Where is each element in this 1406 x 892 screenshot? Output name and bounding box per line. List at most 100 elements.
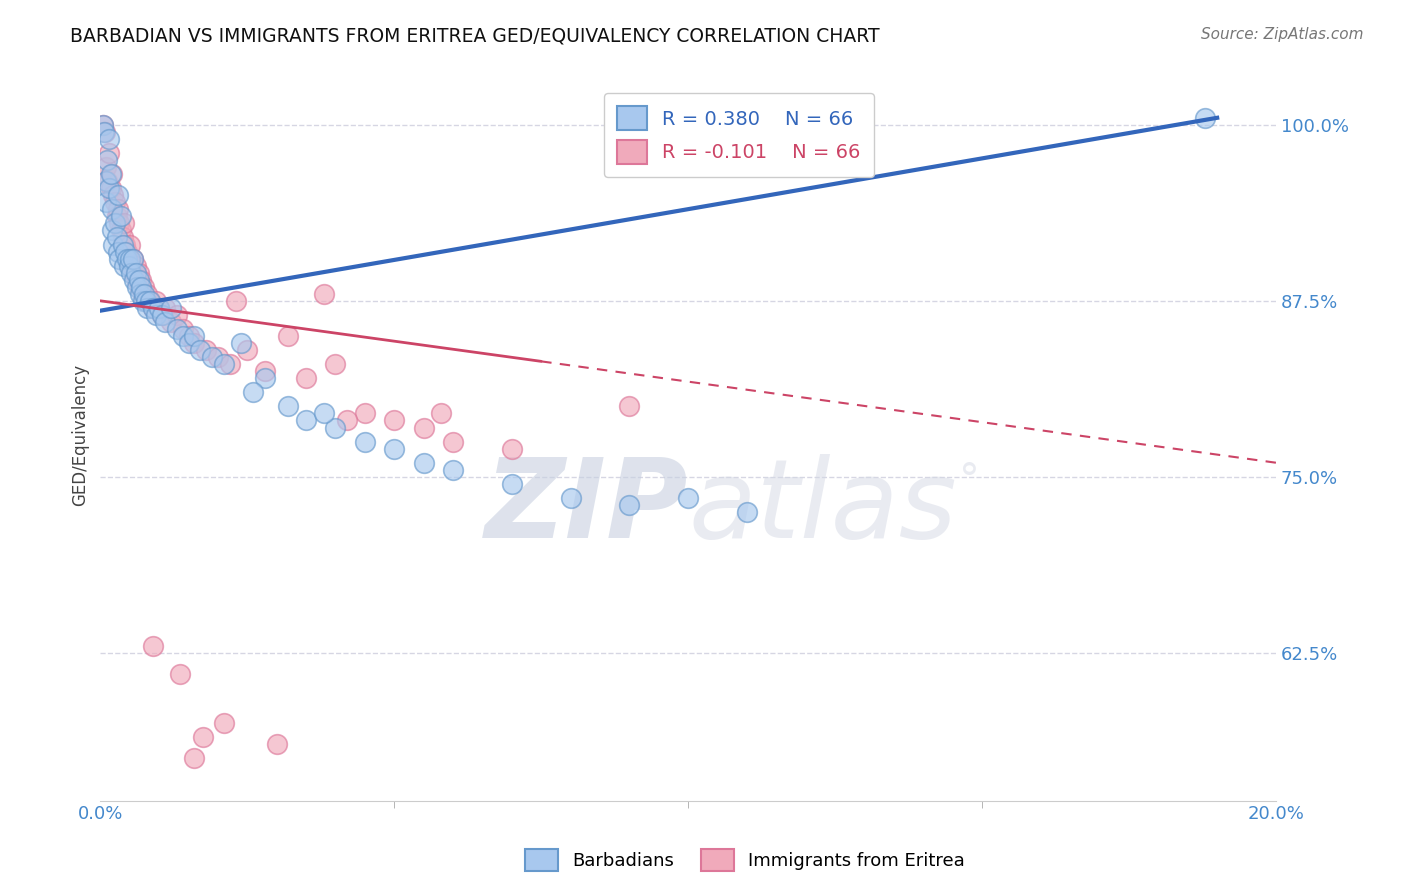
Point: [312, 407, 335, 421]
Y-axis label: GED/Equivalency: GED/Equivalency: [72, 364, 89, 506]
Point: [412, 420, 434, 434]
Point: [107, 188, 129, 202]
Point: [441, 434, 464, 449]
Point: [96, 160, 118, 174]
Point: [145, 293, 167, 308]
Point: [104, 216, 127, 230]
Point: [105, 210, 128, 224]
Point: [177, 329, 200, 343]
Point: [100, 181, 122, 195]
Point: [295, 371, 318, 385]
Text: Source: ZipAtlas.com: Source: ZipAtlas.com: [1201, 27, 1364, 42]
Point: [193, 731, 215, 745]
Text: atlas: atlas: [688, 454, 956, 561]
Point: [295, 413, 318, 427]
Point: [382, 413, 405, 427]
Point: [201, 350, 224, 364]
Point: [212, 716, 235, 731]
Point: [131, 293, 153, 308]
Point: [94, 125, 117, 139]
Point: [253, 364, 276, 378]
Legend: R = 0.380    N = 66, R = -0.101    N = 66: R = 0.380 N = 66, R = -0.101 N = 66: [603, 93, 875, 178]
Point: [142, 301, 165, 315]
Point: [735, 505, 758, 519]
Point: [110, 210, 132, 224]
Point: [96, 153, 118, 167]
Point: [277, 329, 299, 343]
Point: [128, 266, 150, 280]
Point: [120, 259, 142, 273]
Point: [225, 293, 247, 308]
Point: [218, 357, 240, 371]
Point: [142, 639, 165, 653]
Point: [172, 322, 194, 336]
Point: [111, 230, 134, 244]
Point: [98, 146, 121, 161]
Point: [124, 266, 146, 280]
Point: [139, 293, 162, 308]
Point: [172, 329, 194, 343]
Point: [108, 252, 131, 266]
Point: [104, 195, 127, 210]
Point: [195, 343, 218, 357]
Point: [103, 237, 125, 252]
Point: [207, 350, 229, 364]
Point: [412, 456, 434, 470]
Point: [118, 237, 141, 252]
Point: [148, 301, 170, 315]
Point: [111, 237, 134, 252]
Point: [125, 273, 148, 287]
Point: [128, 273, 150, 287]
Point: [441, 463, 464, 477]
Point: [501, 442, 523, 456]
Point: [619, 498, 641, 512]
Point: [124, 273, 146, 287]
Point: [124, 266, 146, 280]
Point: [129, 286, 152, 301]
Point: [101, 167, 124, 181]
Point: [120, 266, 142, 280]
Point: [183, 329, 205, 343]
Point: [145, 308, 167, 322]
Point: [107, 202, 129, 217]
Point: [153, 301, 176, 315]
Point: [103, 188, 125, 202]
Point: [121, 252, 143, 266]
Point: [121, 252, 143, 266]
Point: [91, 118, 114, 132]
Point: [115, 244, 138, 259]
Point: [676, 491, 699, 505]
Point: [150, 308, 173, 322]
Point: [105, 230, 128, 244]
Point: [124, 259, 146, 273]
Point: [150, 308, 173, 322]
Point: [136, 286, 159, 301]
Point: [430, 407, 453, 421]
Point: [131, 279, 153, 293]
Point: [253, 371, 276, 385]
Point: [118, 252, 141, 266]
Point: [134, 286, 156, 301]
Point: [114, 244, 136, 259]
Point: [153, 315, 176, 329]
Point: [125, 279, 148, 293]
Point: [236, 343, 259, 357]
Point: [96, 174, 118, 188]
Point: [131, 273, 153, 287]
Point: [231, 336, 253, 351]
Point: [325, 420, 347, 434]
Point: [177, 336, 200, 351]
Text: ZIP: ZIP: [485, 454, 688, 561]
Point: [169, 667, 191, 681]
Point: [619, 400, 641, 414]
Point: [91, 118, 114, 132]
Point: [101, 223, 124, 237]
Text: °: °: [959, 461, 980, 503]
Point: [183, 751, 205, 765]
Point: [112, 216, 135, 230]
Point: [98, 132, 121, 146]
Point: [136, 301, 159, 315]
Point: [160, 301, 183, 315]
Point: [312, 286, 335, 301]
Point: [336, 413, 359, 427]
